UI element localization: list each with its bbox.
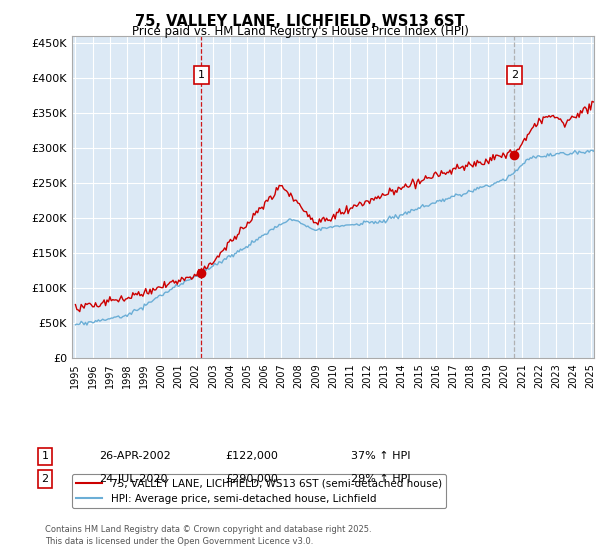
Text: Price paid vs. HM Land Registry's House Price Index (HPI): Price paid vs. HM Land Registry's House … (131, 25, 469, 38)
Text: 2: 2 (41, 474, 49, 484)
Text: 2: 2 (511, 70, 518, 80)
Text: 75, VALLEY LANE, LICHFIELD, WS13 6ST: 75, VALLEY LANE, LICHFIELD, WS13 6ST (135, 14, 465, 29)
Text: 26-APR-2002: 26-APR-2002 (99, 451, 171, 461)
Text: 37% ↑ HPI: 37% ↑ HPI (351, 451, 410, 461)
Text: 1: 1 (41, 451, 49, 461)
Text: 24-JUL-2020: 24-JUL-2020 (99, 474, 167, 484)
Text: Contains HM Land Registry data © Crown copyright and database right 2025.
This d: Contains HM Land Registry data © Crown c… (45, 525, 371, 546)
Text: 1: 1 (197, 70, 205, 80)
Text: 29% ↑ HPI: 29% ↑ HPI (351, 474, 410, 484)
Text: £290,000: £290,000 (225, 474, 278, 484)
Text: £122,000: £122,000 (225, 451, 278, 461)
Legend: 75, VALLEY LANE, LICHFIELD, WS13 6ST (semi-detached house), HPI: Average price, : 75, VALLEY LANE, LICHFIELD, WS13 6ST (se… (72, 474, 446, 508)
